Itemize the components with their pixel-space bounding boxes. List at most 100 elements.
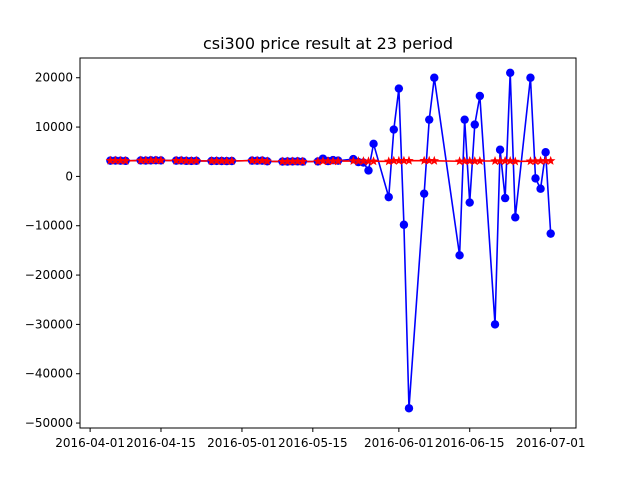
actual-point-star	[141, 155, 151, 165]
plot-frame	[79, 57, 577, 429]
actual-point-star	[500, 155, 510, 165]
actual-point-star	[146, 155, 156, 165]
actual-point-star	[323, 156, 333, 166]
actual-point-star	[505, 156, 515, 166]
x-tick-label: 2016-05-01	[207, 436, 277, 450]
actual-point-star	[368, 156, 379, 166]
actual-point-star	[475, 156, 485, 166]
actual-point-star	[176, 155, 186, 165]
predicted-point	[384, 192, 393, 202]
x-tick-label: 2016-07-01	[516, 436, 586, 450]
predicted-point	[394, 84, 404, 93]
actual-point-star	[490, 156, 500, 166]
actual-point-star	[252, 155, 262, 165]
y-tick-label: 0	[65, 169, 73, 183]
actual-point-star	[394, 155, 404, 165]
actual-point-star	[464, 156, 475, 166]
actual-point-star	[156, 155, 166, 165]
y-tick-label: −10000	[25, 219, 73, 233]
actual-point-star	[110, 155, 121, 165]
predicted-point	[526, 73, 535, 82]
y-tick-label: 10000	[35, 120, 73, 134]
actual-point-star	[530, 156, 541, 166]
predicted-point	[536, 184, 545, 193]
actual-point-star	[313, 156, 323, 166]
actual-point-star	[171, 155, 181, 165]
x-tick-label: 2016-04-15	[126, 436, 196, 450]
actual-point-star	[545, 155, 556, 165]
predicted-point	[389, 125, 398, 134]
actual-point-star	[186, 155, 197, 165]
actual-point-star	[399, 155, 409, 165]
predicted-point	[495, 145, 505, 154]
predicted-point	[511, 213, 520, 222]
predicted-point	[546, 229, 555, 238]
actual-point-star	[348, 155, 359, 165]
predicted-point	[425, 115, 434, 124]
actual-point-star	[404, 155, 414, 165]
actual-point-star	[495, 156, 505, 166]
actual-point-star	[287, 156, 298, 166]
x-tick-label: 2016-06-15	[435, 436, 505, 450]
predicted-point	[506, 68, 515, 78]
y-tick-label: −20000	[25, 268, 73, 282]
x-tick-label: 2016-05-15	[278, 436, 348, 450]
predicted-point	[369, 139, 378, 149]
predicted-point	[419, 189, 429, 198]
actual-point-star	[227, 156, 237, 166]
actual-point-star	[429, 155, 440, 165]
actual-point-star	[535, 155, 546, 165]
predicted-point	[404, 404, 414, 413]
actual-point-star	[454, 156, 465, 166]
predicted-point	[455, 251, 464, 260]
x-tick-label: 2016-06-01	[364, 436, 434, 450]
actual-point-star	[510, 156, 521, 166]
actual-point-star	[181, 155, 192, 165]
actual-point-star	[424, 155, 434, 165]
actual-point-star	[222, 156, 232, 166]
actual-point-star	[120, 155, 131, 165]
predicted-point	[541, 148, 550, 157]
y-tick-label: 20000	[35, 71, 73, 85]
actual-point-star	[211, 155, 222, 165]
predicted-point	[475, 91, 485, 101]
actual-point-star	[389, 155, 399, 165]
actual-point-star	[318, 156, 328, 166]
axes-layer: 2016-04-01 2016-04-15 2016-05-01 2016-05-15…	[25, 71, 586, 450]
actual-point-star	[540, 155, 551, 165]
actual-point-star	[257, 155, 267, 165]
actual-point-star	[282, 156, 293, 166]
actual-point-star	[328, 156, 338, 166]
actual-point-star	[525, 156, 536, 166]
predicted-point	[465, 198, 474, 207]
actual-point-star	[353, 156, 364, 166]
actual-point-star	[459, 156, 470, 166]
actual-point-star	[277, 156, 288, 166]
x-tick-label: 2016-04-01	[55, 436, 125, 450]
actual-point-star	[358, 156, 369, 166]
predicted-point	[364, 166, 373, 175]
actual-point-star	[419, 155, 429, 165]
actual-point-star	[151, 155, 161, 165]
predicted-point	[531, 174, 540, 183]
actual-point-star	[262, 156, 273, 166]
actual-point-star	[333, 156, 343, 166]
actual-point-star	[363, 156, 374, 166]
actual-point-star	[297, 156, 308, 166]
actual-point-star	[191, 155, 202, 165]
actual-point-star	[105, 155, 116, 165]
actual-point-star	[135, 155, 146, 165]
predicted-point	[470, 120, 479, 129]
actual-point-star	[470, 156, 480, 166]
predicted-point	[399, 220, 409, 229]
predicted-point	[430, 73, 439, 82]
predicted-point	[460, 115, 469, 124]
actual-point-star	[383, 156, 394, 166]
plot-layer	[105, 68, 556, 413]
y-tick-label: −30000	[25, 317, 73, 331]
y-tick-label: −40000	[25, 367, 73, 381]
predicted-point	[490, 320, 500, 329]
